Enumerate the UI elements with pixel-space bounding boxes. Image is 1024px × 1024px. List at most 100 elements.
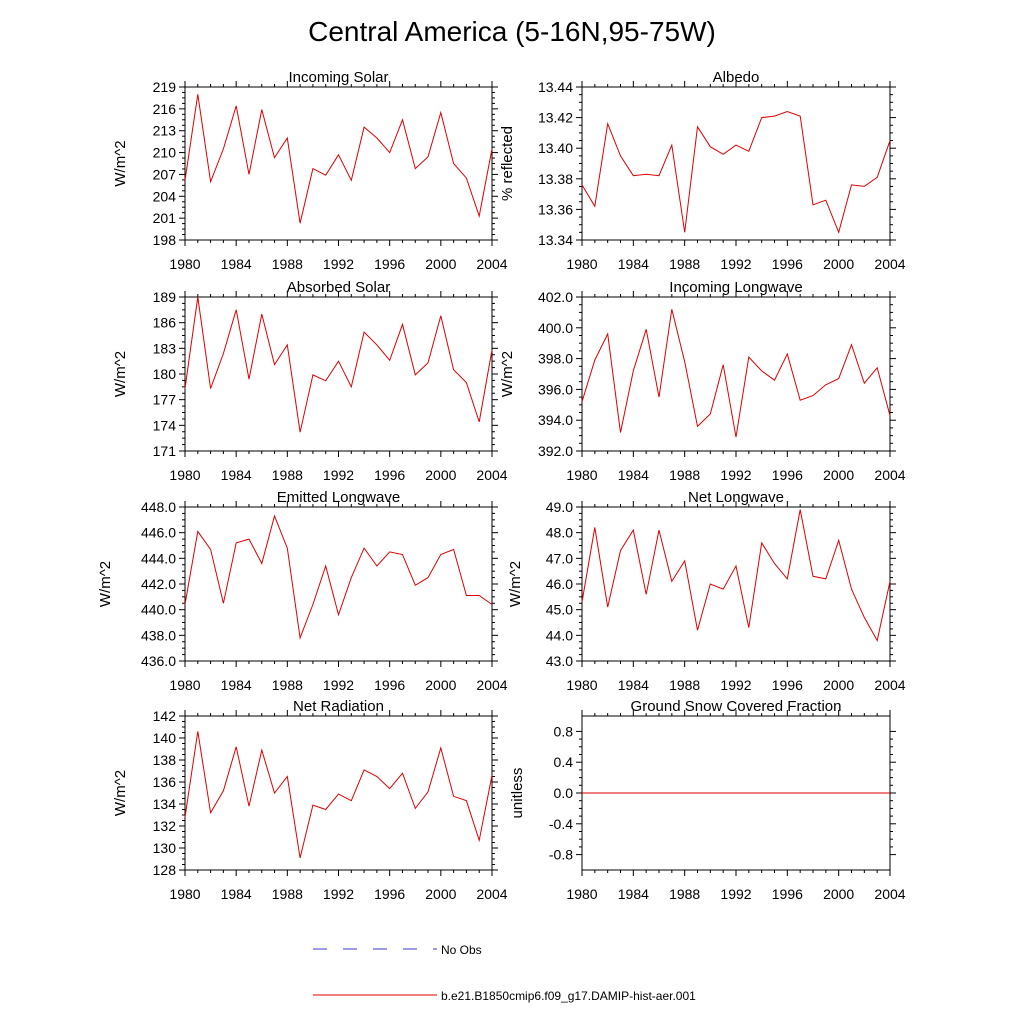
x-tick-label: 1992: [720, 886, 751, 902]
y-tick-label: 216: [153, 101, 177, 117]
x-tick-label: 2004: [476, 256, 507, 272]
y-tick-label: 177: [153, 392, 177, 408]
x-tick-label: 1992: [323, 256, 354, 272]
x-tick-label: 1992: [323, 467, 354, 483]
y-tick-label: 13.42: [538, 110, 573, 126]
y-tick-label: 43.0: [546, 653, 573, 669]
x-tick-label: 2000: [823, 886, 854, 902]
y-tick-label: -0.4: [549, 816, 573, 832]
y-tick-label: 436.0: [141, 653, 176, 669]
y-tick-label: 189: [153, 289, 177, 305]
x-tick-label: 2004: [874, 467, 905, 483]
x-tick-label: 1996: [374, 467, 405, 483]
x-tick-label: 2004: [874, 886, 905, 902]
y-tick-label: 142: [153, 708, 177, 724]
x-tick-label: 1980: [169, 677, 200, 693]
y-tick-label: 392.0: [538, 443, 573, 459]
figure-title: Central America (5-16N,95-75W): [308, 16, 716, 47]
y-tick-label: 132: [153, 818, 177, 834]
x-tick-label: 1984: [221, 677, 252, 693]
y-tick-label: 0.4: [554, 754, 574, 770]
panel-title: Net Radiation: [293, 698, 384, 715]
y-tick-label: 201: [153, 210, 177, 226]
y-tick-label: 0.0: [554, 785, 574, 801]
y-tick-label: 47.0: [546, 550, 573, 566]
y-tick-label: 45.0: [546, 602, 573, 618]
y-tick-label: 442.0: [141, 576, 176, 592]
series-line: [184, 731, 493, 859]
y-tick-label: 44.0: [546, 627, 573, 643]
y-tick-label: 219: [153, 79, 177, 95]
y-tick-label: 180: [153, 366, 177, 382]
x-tick-label: 1996: [772, 467, 803, 483]
y-tick-label: 213: [153, 123, 177, 139]
y-axis-label: W/m^2: [112, 351, 129, 397]
y-tick-label: 171: [153, 443, 177, 459]
y-tick-label: 130: [153, 840, 177, 856]
y-tick-label: -0.8: [549, 847, 573, 863]
x-tick-label: 2004: [476, 677, 507, 693]
panel-title: Emitted Longwave: [277, 489, 400, 506]
x-tick-label: 1980: [566, 256, 597, 272]
x-tick-label: 2004: [874, 677, 905, 693]
x-tick-label: 1996: [772, 256, 803, 272]
y-tick-label: 398.0: [538, 351, 573, 367]
x-tick-label: 1992: [720, 256, 751, 272]
plot-frame: [581, 86, 891, 241]
x-tick-label: 1980: [566, 886, 597, 902]
y-tick-label: 128: [153, 862, 177, 878]
x-tick-label: 1984: [618, 886, 649, 902]
y-tick-label: 448.0: [141, 499, 176, 515]
x-tick-label: 1988: [669, 256, 700, 272]
y-tick-label: 438.0: [141, 627, 176, 643]
x-tick-label: 1988: [272, 256, 303, 272]
x-tick-label: 1984: [221, 467, 252, 483]
x-tick-label: 1980: [169, 467, 200, 483]
x-tick-label: 1996: [772, 886, 803, 902]
x-tick-label: 1980: [566, 467, 597, 483]
panel-title: Incoming Solar: [288, 69, 388, 86]
x-tick-label: 1984: [618, 467, 649, 483]
x-tick-label: 1980: [169, 886, 200, 902]
y-axis-label: % reflected: [499, 126, 516, 201]
panel-2: Albedo % reflected 13.34 13.36 13.38 13.40 13.…: [499, 69, 906, 272]
plot-frame: [184, 506, 493, 662]
y-tick-label: 134: [153, 796, 177, 812]
y-tick-label: 394.0: [538, 412, 573, 428]
panel-title: Ground Snow Covered Fraction: [631, 698, 842, 715]
panel-title: Absorbed Solar: [287, 279, 390, 296]
x-tick-label: 2000: [823, 677, 854, 693]
plot-frame: [184, 296, 493, 452]
series-line: [184, 514, 493, 640]
x-tick-label: 1980: [169, 256, 200, 272]
y-axis-label: W/m^2: [112, 770, 129, 816]
x-tick-label: 1992: [323, 677, 354, 693]
x-tick-label: 1988: [272, 886, 303, 902]
legend-label-model: b.e21.B1850cmip6.f09_g17.DAMIP-hist-aer.…: [441, 989, 696, 1003]
x-tick-label: 1984: [221, 886, 252, 902]
y-tick-label: 198: [153, 232, 177, 248]
y-axis-label: unitless: [509, 768, 526, 819]
y-tick-label: 0.8: [554, 723, 574, 739]
y-tick-label: 140: [153, 730, 177, 746]
y-axis-label: W/m^2: [499, 351, 516, 397]
plot-frame: [184, 715, 493, 871]
y-tick-label: 13.38: [538, 171, 573, 187]
y-tick-label: 46.0: [546, 576, 573, 592]
y-tick-label: 186: [153, 315, 177, 331]
y-tick-label: 207: [153, 166, 177, 182]
legend-label-no-obs: No Obs: [441, 943, 482, 957]
y-tick-label: 210: [153, 145, 177, 161]
series-line: [581, 509, 891, 642]
panel-7: Net Radiation W/m^2 128 130 132 134 136 138 140 1…: [112, 698, 508, 902]
y-tick-label: 183: [153, 340, 177, 356]
panel-3: Absorbed Solar W/m^2 171 174 177 180 183 186 189…: [112, 279, 508, 483]
y-tick-label: 444.0: [141, 550, 176, 566]
x-tick-label: 1996: [374, 256, 405, 272]
series-line: [581, 110, 891, 234]
y-tick-label: 13.34: [538, 232, 573, 248]
x-tick-label: 1996: [374, 677, 405, 693]
panels: Incoming Solar W/m^2 198 201 204 207 210 213 216…: [97, 69, 906, 902]
panel-6: Net Longwave W/m^2 43.0 44.0 45.0 46.0 47.0 48.…: [507, 489, 906, 693]
